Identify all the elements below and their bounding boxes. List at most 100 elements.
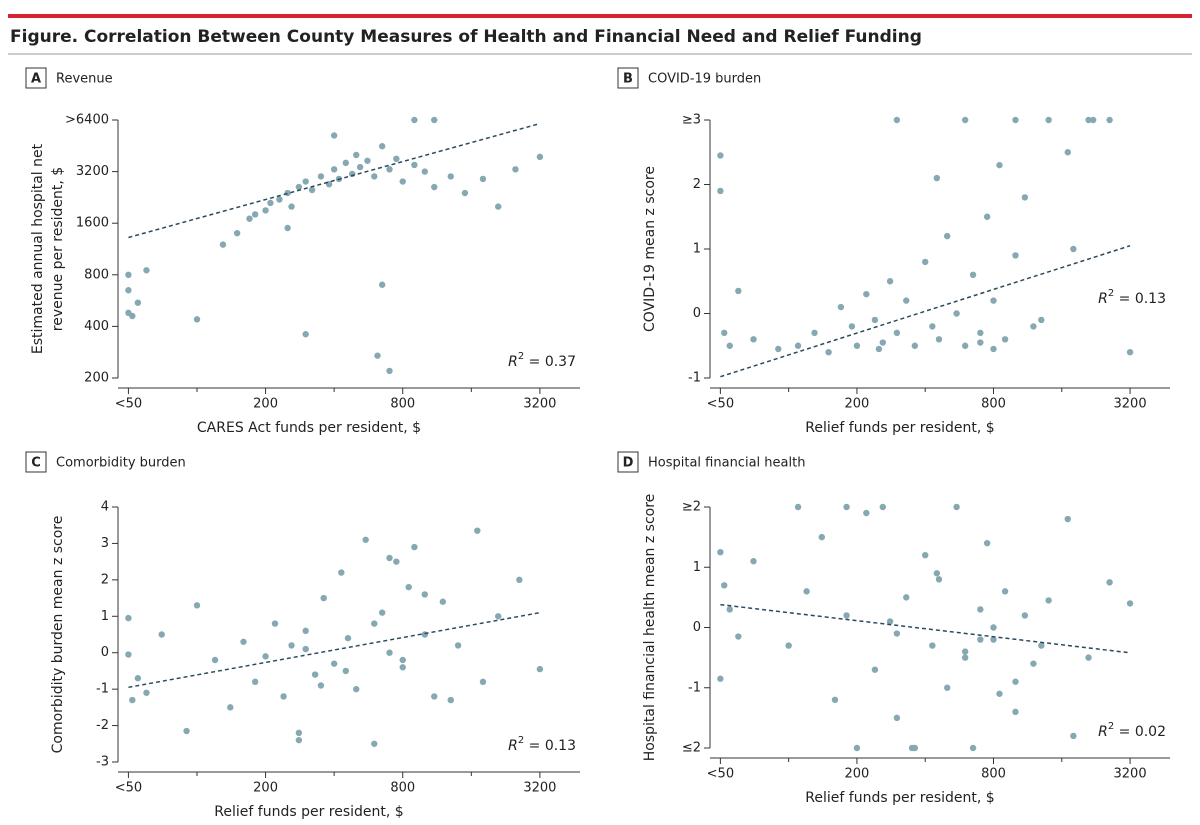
point: [717, 548, 724, 556]
point: [961, 342, 969, 349]
point: [1126, 600, 1134, 607]
point: [371, 740, 378, 747]
y-tick-label: >6400: [65, 113, 109, 128]
x-tick-label: 800: [981, 397, 1006, 412]
y-axis-title: COVID-19 mean z score: [642, 166, 658, 332]
y-tick-label: -1: [688, 371, 701, 386]
point: [240, 638, 247, 645]
panel-label-box: [25, 451, 47, 473]
trend-line: [128, 122, 541, 239]
panel-title: Revenue: [56, 72, 113, 87]
point: [837, 303, 845, 311]
point: [308, 186, 316, 194]
point: [1045, 116, 1052, 124]
point: [1021, 194, 1029, 201]
point: [353, 151, 360, 159]
point: [1030, 660, 1037, 667]
r-exponent: 2: [518, 351, 524, 362]
y-axis-title: revenue per resident, $: [50, 167, 66, 331]
point: [794, 342, 802, 349]
y-tick-label: 1: [693, 242, 701, 257]
point: [1038, 642, 1045, 649]
point: [461, 189, 469, 197]
y-tick-label: 0: [693, 306, 701, 321]
point: [750, 336, 757, 343]
point: [342, 159, 350, 167]
point: [929, 323, 936, 330]
point: [935, 336, 943, 343]
point: [330, 166, 338, 173]
point: [1045, 597, 1052, 604]
point: [183, 727, 190, 735]
point: [193, 602, 201, 609]
point: [405, 583, 412, 591]
point: [317, 173, 325, 180]
r-value: = 0.37: [524, 354, 576, 370]
trend-line: [720, 245, 1131, 378]
point: [439, 598, 447, 605]
point: [977, 339, 984, 346]
point: [431, 116, 438, 124]
point: [353, 685, 360, 693]
panel-label: D: [623, 456, 634, 471]
point: [1001, 336, 1009, 343]
point: [288, 642, 295, 649]
point: [288, 203, 295, 210]
point: [831, 696, 839, 703]
point: [929, 642, 936, 649]
point: [893, 116, 901, 124]
point: [961, 654, 969, 661]
point: [134, 299, 142, 306]
point: [717, 152, 724, 159]
point: [431, 693, 438, 700]
panel-title: Hospital financial health: [648, 456, 805, 471]
point: [922, 258, 929, 266]
point: [454, 642, 462, 649]
point: [735, 287, 742, 295]
x-tick-label: <50: [115, 397, 142, 412]
point: [1012, 678, 1019, 685]
point: [944, 684, 951, 691]
y-tick-label: ≤2: [682, 741, 701, 756]
y-tick-label: -2: [96, 718, 109, 733]
x-tick-label: 800: [390, 781, 415, 796]
point: [479, 175, 487, 183]
point: [479, 678, 487, 686]
point: [378, 143, 386, 150]
point: [969, 744, 977, 752]
point: [1106, 579, 1113, 586]
x-tick-label: 200: [253, 397, 278, 412]
r-squared: R2 = 0.13: [508, 735, 576, 754]
r-symbol: R: [508, 354, 518, 370]
panel-label: A: [31, 72, 41, 87]
point: [1070, 245, 1077, 253]
y-tick-label: 2: [693, 177, 701, 192]
point: [1012, 252, 1019, 259]
point: [302, 178, 309, 185]
r-exponent: 2: [1108, 721, 1114, 732]
point: [803, 588, 810, 595]
point: [251, 211, 259, 218]
point: [863, 290, 870, 298]
point: [516, 576, 523, 584]
point: [386, 367, 393, 375]
point: [843, 612, 850, 619]
point: [990, 624, 997, 631]
point: [125, 287, 132, 294]
point: [271, 620, 279, 627]
x-tick-label: 800: [390, 397, 415, 412]
header-bar: [8, 14, 1192, 18]
point: [193, 316, 201, 323]
point: [371, 173, 378, 180]
point: [1126, 349, 1134, 356]
point: [717, 675, 724, 682]
panel-title: COVID-19 burden: [648, 72, 761, 87]
point: [284, 189, 291, 197]
point: [495, 613, 502, 620]
x-axis-title: Relief funds per resident, $: [214, 804, 403, 820]
point: [386, 554, 393, 562]
point: [893, 714, 901, 722]
y-tick-label: 800: [84, 267, 109, 282]
point: [1064, 515, 1071, 523]
